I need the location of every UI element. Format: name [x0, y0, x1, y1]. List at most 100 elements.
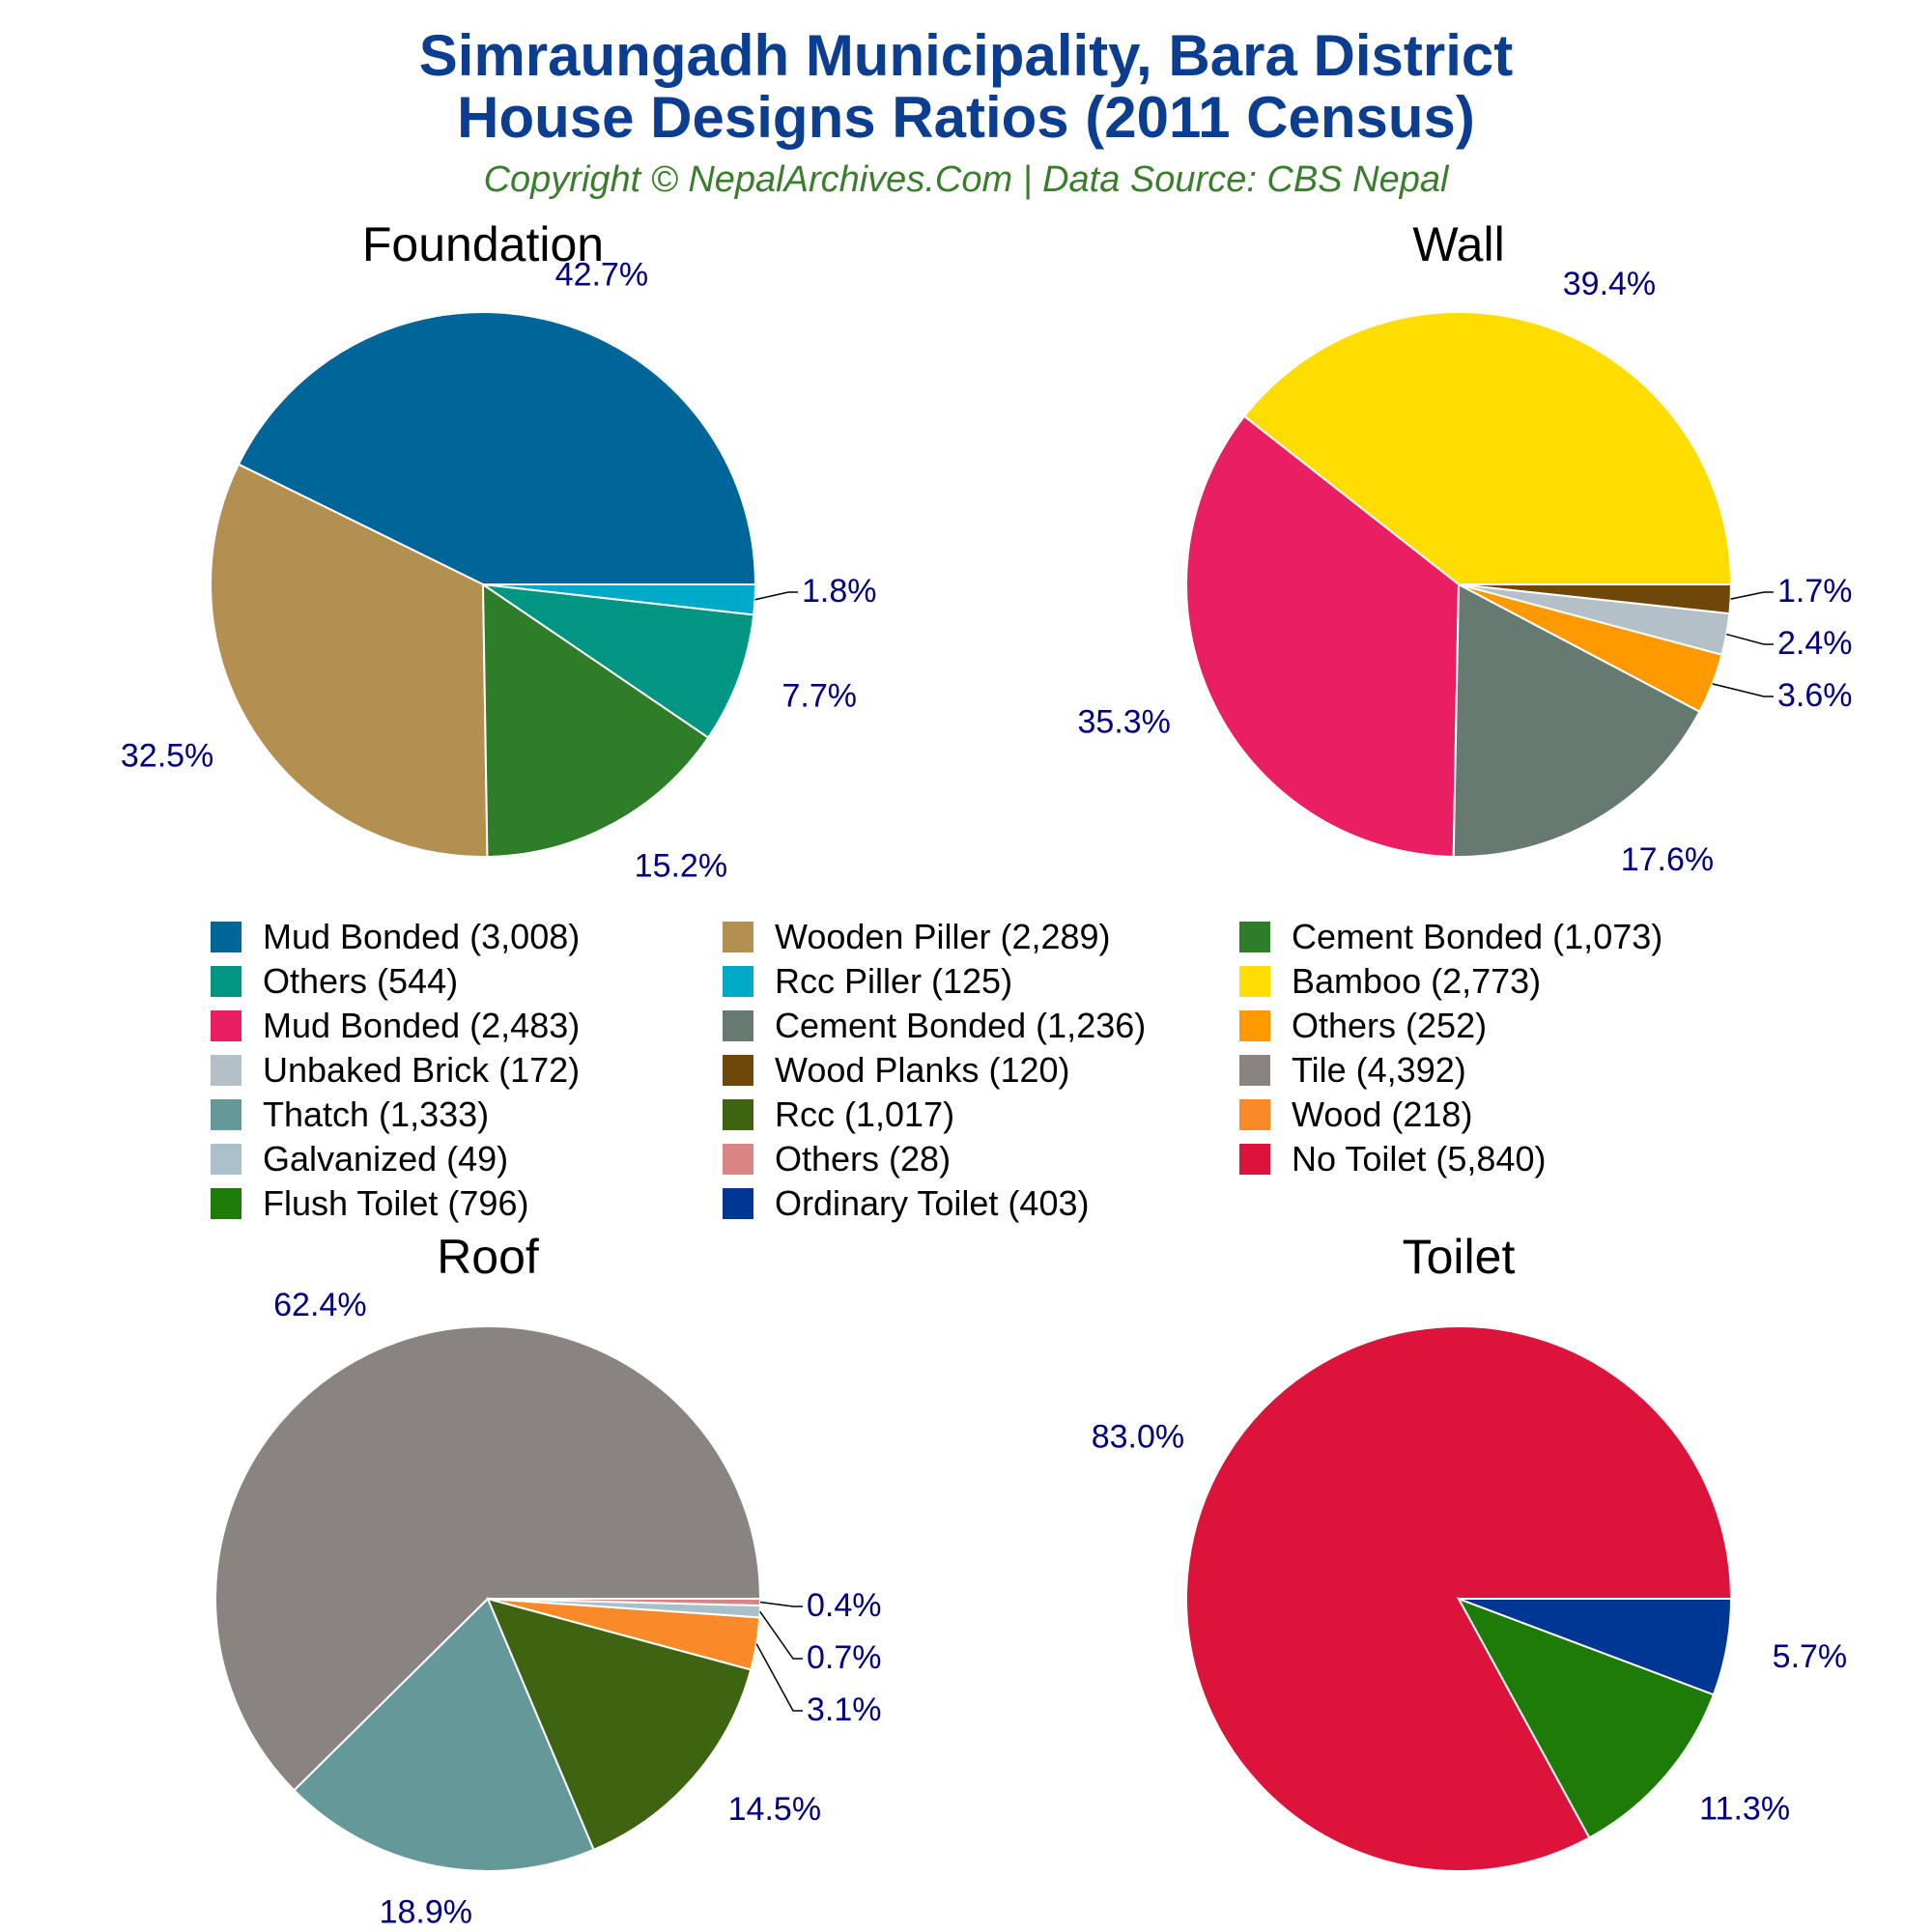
- legend-swatch: [211, 1144, 242, 1175]
- legend-item-cement-bonded-1-236: Cement Bonded (1,236): [723, 1006, 1146, 1045]
- pie-title-roof: Roof: [437, 1230, 539, 1284]
- pie-label-foundation-mud-bonded: 42.7%: [555, 257, 648, 294]
- pie-leader-wall-unbaked-brick: [1726, 633, 1774, 645]
- legend-swatch: [1239, 1010, 1270, 1041]
- pie-slice-wall-cement-bonded: [1452, 582, 1701, 858]
- legend-label: Bamboo (2,773): [1292, 961, 1542, 1001]
- legend-swatch: [723, 1144, 753, 1175]
- pie-slice-foundation-cement-bonded: [481, 582, 710, 858]
- legend-item-others-28: Others (28): [723, 1139, 952, 1179]
- pie-label-roof-thatch: 18.9%: [380, 1894, 472, 1931]
- pie-leader-roof-wood: [755, 1643, 803, 1712]
- pie-title-toilet: Toilet: [1403, 1230, 1516, 1284]
- legend-label: Mud Bonded (3,008): [263, 917, 581, 956]
- legend-item-others-252: Others (252): [1239, 1006, 1488, 1045]
- legend-label: Mud Bonded (2,483): [263, 1006, 581, 1045]
- legend-item-tile-4-392: Tile (4,392): [1239, 1050, 1466, 1090]
- legend-label: Wood (218): [1292, 1094, 1473, 1134]
- legend-item-rcc-piller-125: Rcc Piller (125): [723, 961, 1013, 1001]
- legend-item-galvanized-49: Galvanized (49): [211, 1139, 509, 1179]
- pie-label-roof-rcc: 14.5%: [728, 1791, 821, 1828]
- pie-toilet: Toilet 83.0% 11.3% 5.7%: [1092, 1230, 1848, 1872]
- legend-label: Galvanized (49): [263, 1139, 509, 1179]
- chart-title-line-2: House Designs Ratios (2011 Census): [457, 85, 1475, 150]
- legend-swatch: [723, 922, 753, 952]
- legend-item-mud-bonded-2-483: Mud Bonded (2,483): [211, 1006, 581, 1045]
- legend-label: Wooden Piller (2,289): [775, 917, 1111, 956]
- pie-leader-wall-others: [1712, 683, 1774, 697]
- legend-swatch: [723, 1055, 753, 1086]
- legend-swatch: [1239, 966, 1270, 997]
- pie-slice-roof-thatch: [293, 1597, 595, 1872]
- legend-label: Flush Toilet (796): [263, 1183, 529, 1223]
- legend-label: Ordinary Toilet (403): [775, 1183, 1090, 1223]
- legend-swatch: [723, 1188, 753, 1219]
- pie-title-wall: Wall: [1412, 217, 1504, 271]
- pie-label-roof-tile: 62.4%: [273, 1287, 366, 1323]
- legend-item-bamboo-2-773: Bamboo (2,773): [1239, 961, 1542, 1001]
- chart-title-line-1: Simraungadh Municipality, Bara District: [418, 23, 1514, 88]
- legend-item-unbaked-brick-172: Unbaked Brick (172): [211, 1050, 581, 1090]
- pie-leader-wall-wood-planks: [1730, 591, 1774, 600]
- legend-label: Thatch (1,333): [263, 1094, 490, 1134]
- pie-leader-foundation-rcc-piller: [754, 591, 798, 601]
- legend-item-thatch-1-333: Thatch (1,333): [211, 1094, 490, 1134]
- pie-slice-wall-wood-planks: [1458, 583, 1733, 615]
- legend-swatch: [1239, 1055, 1270, 1086]
- legend-label: Tile (4,392): [1292, 1050, 1466, 1090]
- pie-leader-roof-galvanized: [759, 1610, 803, 1660]
- pie-label-wall-bamboo: 39.4%: [1563, 266, 1656, 302]
- legend-swatch: [211, 1188, 242, 1219]
- pie-label-toilet-flush-toilet: 11.3%: [1699, 1790, 1790, 1827]
- legend-item-wooden-piller-2-289: Wooden Piller (2,289): [723, 917, 1111, 956]
- legend-swatch: [211, 922, 242, 952]
- pie-label-wall-wood-planks: 1.7%: [1777, 573, 1853, 610]
- legend-item-no-toilet-5-840: No Toilet (5,840): [1239, 1139, 1547, 1179]
- pie-slice-toilet-flush-toilet: [1456, 1597, 1716, 1839]
- legend-swatch: [723, 1010, 753, 1041]
- legend-label: Others (252): [1292, 1006, 1488, 1045]
- legend-item-others-544: Others (544): [211, 961, 459, 1001]
- pie-slice-foundation-mud-bonded: [237, 311, 757, 585]
- pie-slice-wall-mud-bonded: [1185, 414, 1461, 858]
- legend-item-cement-bonded-1-073: Cement Bonded (1,073): [1239, 917, 1663, 956]
- chart-subtitle: Copyright © NepalArchives.Com | Data Sou…: [483, 159, 1449, 200]
- pie-roof: Roof 62.4% 18.9% 14.5% 3.1% 0.7% 0.4%: [214, 1230, 882, 1931]
- pie-label-roof-galvanized: 0.7%: [807, 1639, 882, 1676]
- pie-wall: Wall 39.4% 35.3% 17.6% 3.6% 2.4% 1.7%: [1078, 217, 1853, 878]
- pie-label-foundation-wooden-piller: 32.5%: [121, 738, 213, 775]
- pie-label-wall-cement-bonded: 17.6%: [1621, 841, 1714, 878]
- legend-label: Others (544): [263, 961, 459, 1001]
- legend-swatch: [723, 1099, 753, 1130]
- legend-item-mud-bonded-3-008: Mud Bonded (3,008): [211, 917, 581, 956]
- pie-label-roof-wood: 3.1%: [807, 1691, 882, 1728]
- legend-swatch: [1239, 922, 1270, 952]
- legend-item-flush-toilet-796: Flush Toilet (796): [211, 1183, 529, 1223]
- legend-item-wood-218: Wood (218): [1239, 1094, 1473, 1134]
- pie-slice-roof-tile: [214, 1325, 762, 1792]
- pie-label-foundation-cement-bonded: 15.2%: [635, 847, 727, 884]
- legend-swatch: [211, 1055, 242, 1086]
- legend-item-rcc-1-017: Rcc (1,017): [723, 1094, 955, 1134]
- legend-label: Others (28): [775, 1139, 952, 1179]
- legend-label: Rcc (1,017): [775, 1094, 955, 1134]
- legend-swatch: [211, 966, 242, 997]
- legend-swatch: [211, 1099, 242, 1130]
- pie-slice-roof-rcc: [486, 1597, 753, 1852]
- legend-label: No Toilet (5,840): [1292, 1139, 1547, 1179]
- chart-header: Simraungadh Municipality, Bara District …: [0, 0, 1932, 201]
- legend-label: Rcc Piller (125): [775, 961, 1013, 1001]
- pie-label-toilet-no-toilet: 83.0%: [1092, 1419, 1184, 1456]
- pie-label-foundation-rcc-piller: 1.8%: [802, 573, 877, 610]
- pie-slice-foundation-others: [482, 583, 755, 739]
- pie-slice-wall-bamboo: [1242, 311, 1733, 585]
- legend-swatch: [723, 966, 753, 997]
- legend-swatch: [211, 1010, 242, 1041]
- pie-label-toilet-ordinary-toilet: 5.7%: [1773, 1638, 1848, 1675]
- legend-label: Cement Bonded (1,073): [1292, 917, 1663, 956]
- legend-label: Unbaked Brick (172): [263, 1050, 581, 1090]
- pie-slice-foundation-rcc-piller: [482, 583, 757, 616]
- pie-slice-foundation-wooden-piller: [210, 463, 489, 858]
